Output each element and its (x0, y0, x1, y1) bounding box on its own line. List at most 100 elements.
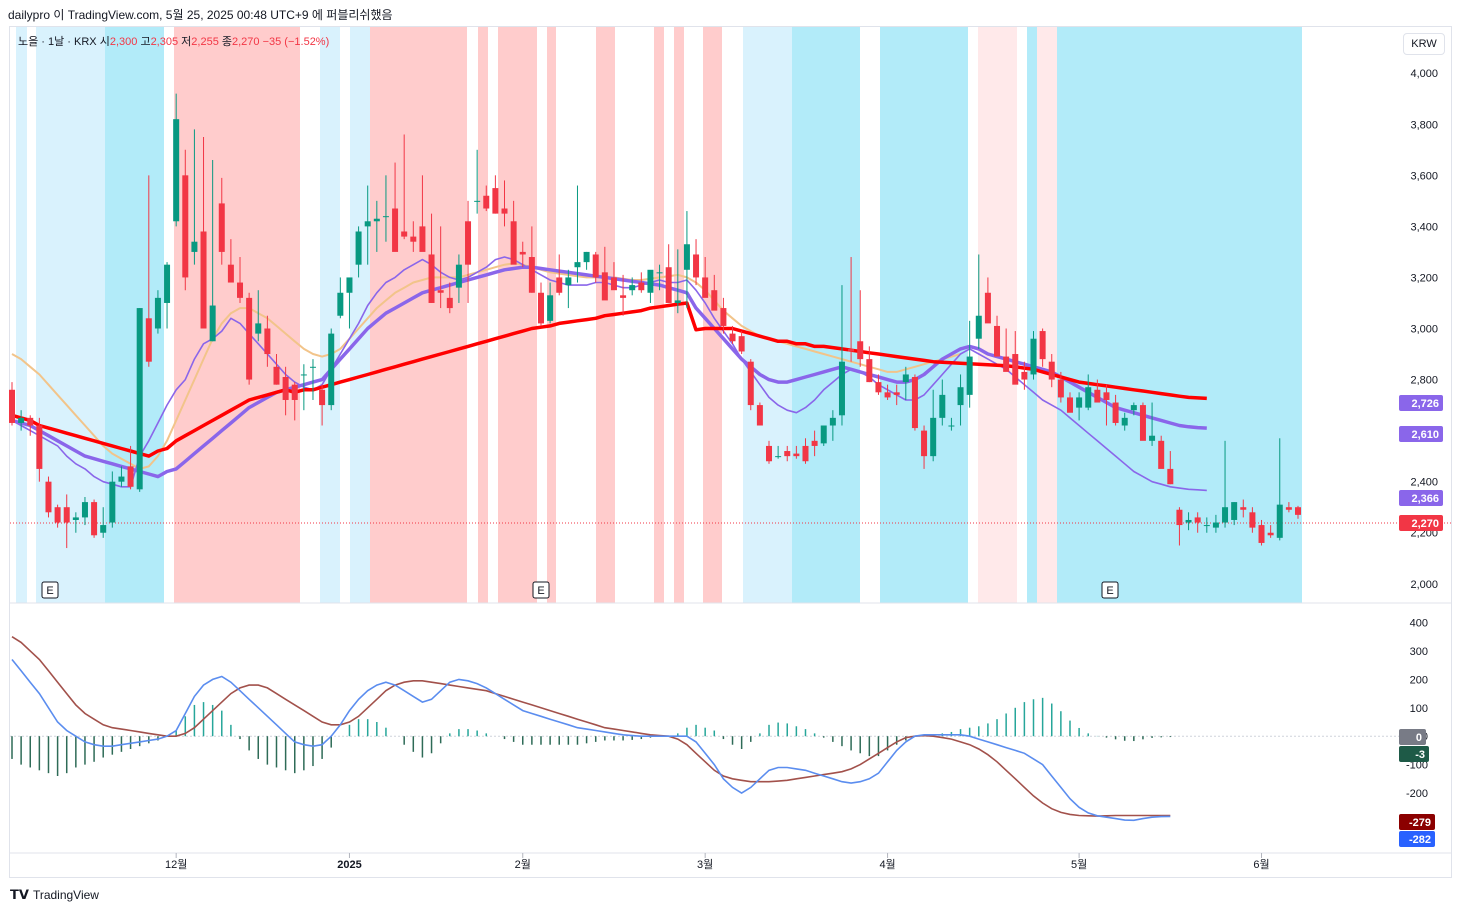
author-name[interactable]: dailypro (8, 8, 51, 22)
change-value: −35 (−1.52%) (262, 36, 330, 48)
candle (665, 244, 672, 303)
candle (401, 134, 408, 240)
candle (747, 359, 754, 411)
candle (848, 257, 855, 362)
candle (337, 277, 344, 319)
background-zone (792, 27, 860, 603)
candle-body (309, 366, 316, 368)
candle-body (656, 272, 663, 274)
macd-zero-badge: 0 (1399, 729, 1426, 745)
candle (164, 262, 171, 329)
candle-body (994, 325, 1001, 357)
currency-button[interactable]: KRW (1403, 33, 1445, 55)
candle (601, 246, 608, 301)
symbol-name[interactable]: 노을 · 1날 · KRX (18, 36, 97, 48)
candle-body (1231, 502, 1238, 520)
candle (191, 129, 198, 265)
candle-body (428, 254, 435, 303)
candle-body (1194, 517, 1201, 523)
candle (1212, 514, 1219, 533)
close-label: 종 (221, 36, 232, 48)
candle-body (45, 481, 52, 513)
candle-body (164, 264, 171, 303)
open-value: 2,300 (109, 36, 138, 48)
candle (264, 315, 271, 367)
candle (647, 269, 654, 303)
candle-body (81, 502, 88, 518)
candle (346, 277, 353, 329)
series-line-ma-orange (11, 262, 961, 470)
brand-name: TradingView (32, 888, 99, 902)
ma-red-badge-text: 2,726 (1411, 398, 1439, 410)
candle (72, 512, 79, 533)
candle (802, 438, 809, 464)
candle-body (747, 361, 754, 406)
candle-body (510, 221, 517, 265)
candle-body (1057, 379, 1064, 398)
candle-body (1039, 331, 1046, 360)
candle (355, 226, 362, 278)
candle (45, 476, 52, 518)
candle (428, 213, 435, 303)
candle-body (1012, 354, 1019, 385)
candle (610, 262, 617, 291)
candle (36, 417, 43, 482)
candle (510, 200, 517, 265)
candle (373, 200, 380, 252)
time-tick-label: 5월 (1071, 858, 1087, 871)
candle-body (1258, 525, 1265, 543)
macd-tick-label: 300 (1410, 646, 1428, 658)
candle-body (930, 417, 937, 457)
price-tick-label: 3,600 (1410, 170, 1438, 182)
price-tick-label: 3,200 (1410, 272, 1438, 284)
macd-line-badge-box (1399, 831, 1435, 847)
candle-body (218, 203, 225, 252)
tradingview-logo[interactable]: 𝗧𝗩 TradingView (10, 887, 99, 903)
candle (118, 466, 125, 487)
candle (693, 239, 700, 286)
candle (1130, 402, 1137, 416)
candle-body (784, 451, 791, 457)
candle-body (109, 481, 116, 523)
earnings-marker: E (1101, 581, 1119, 599)
candle (592, 251, 599, 283)
candle-body (838, 361, 845, 416)
candle (291, 382, 298, 421)
candle (857, 290, 864, 367)
candle-body (118, 476, 125, 482)
candle-body (364, 221, 371, 227)
background-zone (16, 27, 27, 603)
candle-body (939, 394, 946, 418)
price-tick-label: 3,800 (1410, 119, 1438, 131)
candle-body (1276, 504, 1283, 538)
candle (930, 389, 937, 462)
candle (911, 374, 918, 431)
candle (1249, 507, 1256, 533)
candle-body (1121, 417, 1128, 426)
candle-body (984, 292, 991, 324)
candle (1012, 331, 1019, 385)
background-zone (478, 27, 488, 603)
candle (565, 269, 572, 309)
earnings-marker: E (41, 581, 59, 599)
candle (209, 160, 216, 342)
candle (27, 415, 34, 436)
candle-body (91, 502, 98, 536)
candle-body (1240, 507, 1247, 510)
background-zone (743, 27, 792, 603)
candle (537, 282, 544, 326)
publish-header: dailypro 이 TradingView.com, 5월 25, 2025 … (8, 6, 393, 23)
candle (273, 354, 280, 385)
candle (994, 315, 1001, 357)
candle-body (136, 308, 143, 490)
candle-body (601, 272, 608, 301)
candle-body (820, 425, 827, 444)
candle (711, 274, 718, 311)
candle (1158, 435, 1165, 469)
candle (474, 149, 481, 214)
candle-body (519, 251, 526, 255)
candle (492, 175, 499, 214)
candle-body (237, 282, 244, 298)
open-label: 시 (99, 36, 110, 48)
